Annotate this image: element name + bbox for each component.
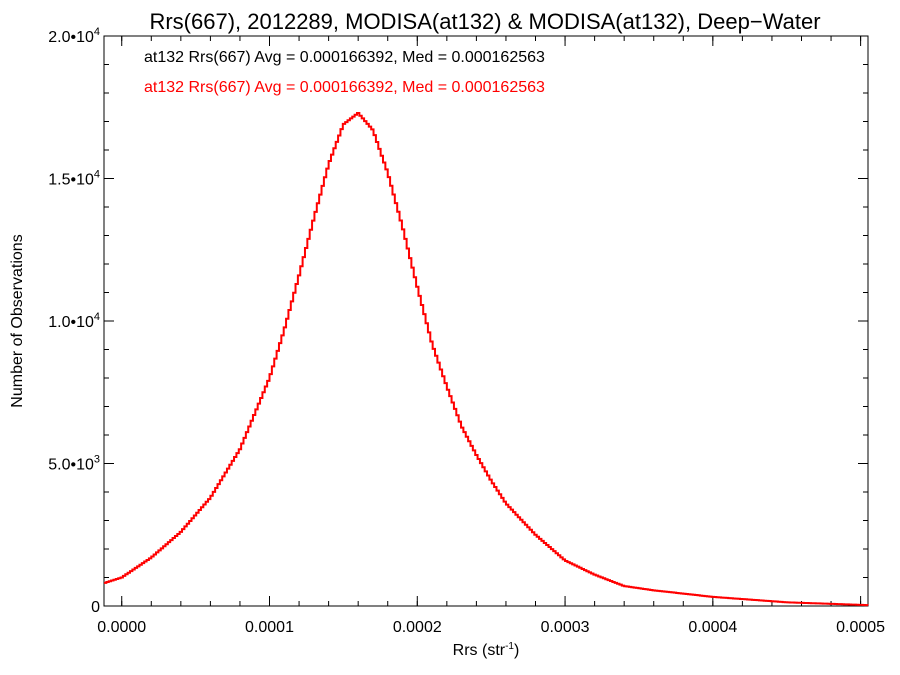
x-tick-label-3: 0.0003 (541, 619, 590, 636)
x-axis-label: Rrs (str-1) (453, 641, 520, 659)
y-tick-label-0: 0 (91, 599, 100, 616)
annotation-black: at132 Rrs(667) Avg = 0.000166392, Med = … (144, 49, 545, 66)
series-0-line (104, 111, 869, 607)
x-tick-label-2: 0.0002 (393, 619, 442, 636)
x-axis-label-end: ) (514, 642, 519, 659)
plot-area: 0.0000 0.0001 0.0002 0.0003 0.0004 0.0005 0 5.0… (48, 26, 885, 636)
y-tick-label-4: 2.0•104 (48, 26, 100, 46)
x-tick-label-5: 0.0005 (836, 619, 885, 636)
y-tick-label-3: 1.5•104 (48, 169, 100, 189)
x-tick-label-4: 0.0004 (688, 619, 737, 636)
x-axis-label-sup: -1 (505, 641, 514, 652)
x-tick-label-1: 0.0001 (245, 619, 294, 636)
annotation-red: at132 Rrs(667) Avg = 0.000166392, Med = … (144, 79, 545, 96)
plot-frame (103, 35, 869, 607)
chart-title: Rrs(667), 2012289, MODISA(at132) & MODIS… (149, 9, 820, 34)
y-tick-label-1: 5.0•103 (48, 454, 100, 474)
x-axis-label-main: Rrs (str (453, 642, 506, 659)
y-axis-label: Number of Observations (9, 234, 26, 407)
x-tick-label-0: 0.0000 (97, 619, 146, 636)
y-tick-label-2: 1.0•104 (48, 311, 100, 331)
